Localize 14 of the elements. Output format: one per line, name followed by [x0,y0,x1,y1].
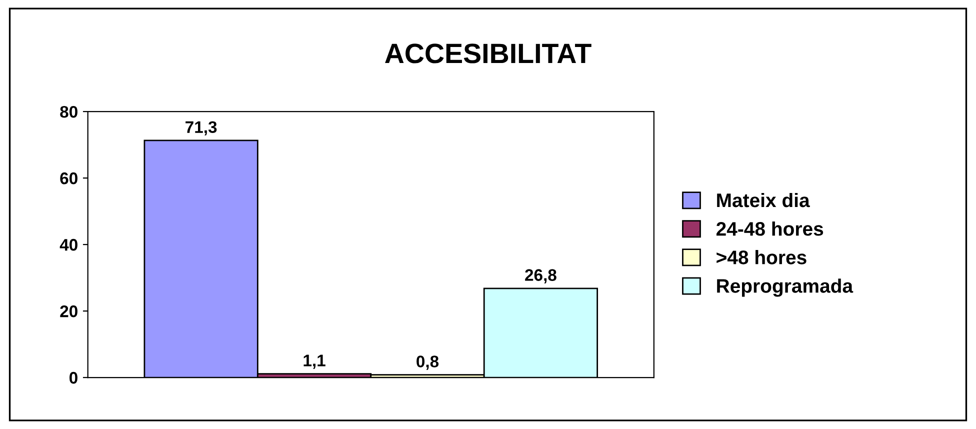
y-tick-label: 0 [70,372,78,384]
y-tick-label: 20 [60,305,78,318]
y-tick-label: 60 [60,172,78,184]
legend-label: Mateix dia [717,192,810,208]
legend-label: Reprogramada [717,278,854,297]
data-label: 1,1 [304,354,326,369]
legend-label: >48 hores [716,250,806,264]
legend-label: 24-48 hores [716,222,824,236]
y-tick-label: 40 [60,238,78,251]
data-label: 71,3 [186,121,217,136]
y-tick-label: 80 [60,106,78,118]
data-label: 26,8 [525,269,556,284]
chart-title: ACCESIBILITAT [385,44,592,64]
data-label: 0,8 [416,356,439,370]
